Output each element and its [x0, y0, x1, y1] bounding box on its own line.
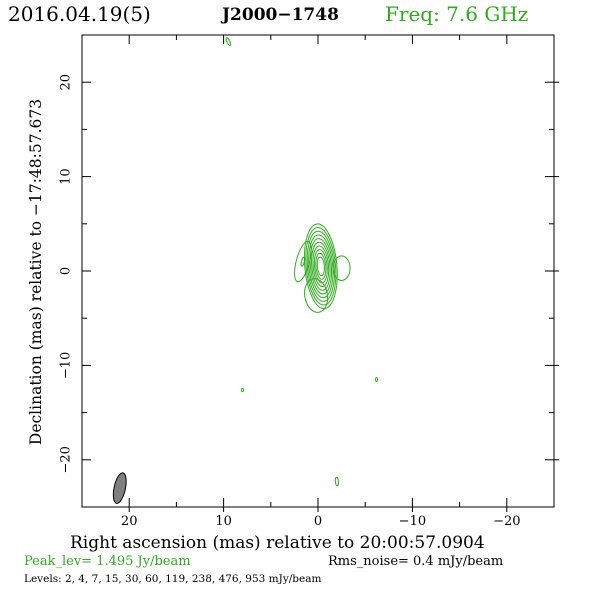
observation-date: 2016.04.19(5) — [8, 2, 151, 26]
x-tick-label-0: 20 — [121, 514, 138, 529]
contour-c0-l6 — [312, 245, 330, 288]
x-axis-label: Right ascension (mas) relative to 20:00:… — [70, 533, 485, 553]
x-tick-label-2: 0 — [314, 514, 322, 529]
noise-contour-2 — [375, 377, 379, 382]
x-tick-label-4: −20 — [493, 514, 520, 529]
y-tick-label-1: 10 — [59, 168, 74, 185]
y-axis-label: Declination (mas) relative to −17:48:57.… — [27, 98, 45, 446]
noise-contour-0 — [225, 37, 232, 47]
contour-c2-l1 — [300, 256, 306, 267]
contour-c1-l0 — [332, 255, 351, 281]
y-tick-label-2: 0 — [59, 267, 74, 275]
rms-noise: Rms_noise= 0.4 mJy/beam — [328, 554, 504, 569]
x-tick-label-1: 10 — [215, 514, 232, 529]
contour-layer — [294, 223, 351, 313]
contour-c2-l0 — [294, 240, 312, 283]
axis-ticks — [81, 34, 559, 512]
frequency-label: Freq: 7.6 GHz — [385, 2, 529, 26]
peak-level: Peak_lev= 1.495 Jy/beam — [24, 554, 191, 569]
beam-layer — [112, 472, 127, 504]
contour-c0-l9 — [316, 256, 325, 277]
contour-c0-l5 — [311, 241, 331, 291]
axis-tick-labels: 20 10 0 −10 −20 20 10 0 −10 −20 — [59, 74, 521, 529]
contour-levels: Levels: 2, 4, 7, 15, 30, 60, 119, 238, 4… — [24, 573, 322, 585]
source-name: J2000−1748 — [222, 5, 339, 25]
contour-c3-l0 — [304, 278, 329, 313]
contour-c0-l1 — [305, 227, 337, 306]
y-tick-label-0: 20 — [59, 74, 74, 91]
beam-ellipse — [112, 472, 127, 504]
x-tick-label-3: −10 — [399, 514, 426, 529]
contour-c0-l8 — [315, 252, 327, 280]
contour-c0-l4 — [309, 238, 333, 295]
contour-c0-l3 — [308, 234, 334, 299]
noise-contours — [225, 37, 379, 487]
noise-contour-3 — [334, 476, 339, 487]
y-tick-label-4: −20 — [59, 446, 74, 473]
noise-contour-1 — [240, 387, 244, 393]
y-tick-label-3: −10 — [59, 352, 74, 379]
